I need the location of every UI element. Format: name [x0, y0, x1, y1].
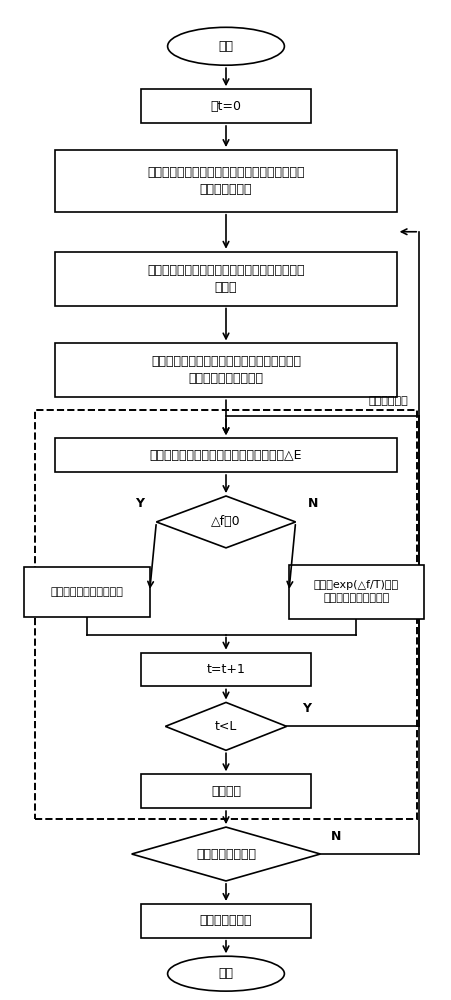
FancyBboxPatch shape — [140, 774, 311, 808]
FancyBboxPatch shape — [55, 438, 396, 472]
FancyBboxPatch shape — [55, 343, 396, 397]
FancyBboxPatch shape — [288, 565, 423, 619]
Text: 以概率exp(△f/T)接受
新个体为进入子代种群: 以概率exp(△f/T)接受 新个体为进入子代种群 — [313, 580, 398, 603]
Text: Y: Y — [302, 702, 311, 715]
FancyBboxPatch shape — [140, 89, 311, 123]
Text: 令t=0: 令t=0 — [210, 100, 241, 113]
Ellipse shape — [167, 956, 284, 991]
Polygon shape — [131, 827, 320, 881]
Text: t<L: t<L — [214, 720, 237, 733]
Text: N: N — [307, 497, 317, 510]
FancyBboxPatch shape — [140, 904, 311, 938]
Text: N: N — [330, 830, 341, 843]
Ellipse shape — [167, 27, 284, 65]
Text: 对当前种群中每个个体，执行变异操作，生成中
间种群: 对当前种群中每个个体，执行变异操作，生成中 间种群 — [147, 264, 304, 294]
Text: 计算新旧个体适应度，并计算适应度增量△E: 计算新旧个体适应度，并计算适应度增量△E — [149, 449, 302, 462]
Text: 开始: 开始 — [218, 40, 233, 53]
Text: t=t+1: t=t+1 — [206, 663, 245, 676]
FancyBboxPatch shape — [140, 653, 311, 686]
Polygon shape — [156, 496, 295, 548]
FancyBboxPatch shape — [55, 150, 396, 212]
Text: 退温操作: 退温操作 — [211, 785, 240, 798]
Text: 结束: 结束 — [218, 967, 233, 980]
Text: 模拟退火操作: 模拟退火操作 — [368, 396, 407, 406]
Text: Y: Y — [134, 497, 143, 510]
Text: 输出当前最优解: 输出当前最优解 — [199, 914, 252, 927]
Polygon shape — [165, 702, 286, 750]
FancyBboxPatch shape — [24, 567, 149, 617]
FancyBboxPatch shape — [55, 252, 396, 306]
Text: 接受新个体进入子代种群: 接受新个体进入子代种群 — [50, 587, 123, 597]
Text: 对当前种群和中间种群中的个体，执行交叉操
作，产生新的候选个体: 对当前种群和中间种群中的个体，执行交叉操 作，产生新的候选个体 — [151, 355, 300, 385]
Text: 是否满足终止条件: 是否满足终止条件 — [196, 848, 255, 861]
Text: △f＜0: △f＜0 — [211, 515, 240, 528]
Text: 设置基本参数，以二进制编码方式初始化种群，
计算个体适应度: 设置基本参数，以二进制编码方式初始化种群， 计算个体适应度 — [147, 166, 304, 196]
